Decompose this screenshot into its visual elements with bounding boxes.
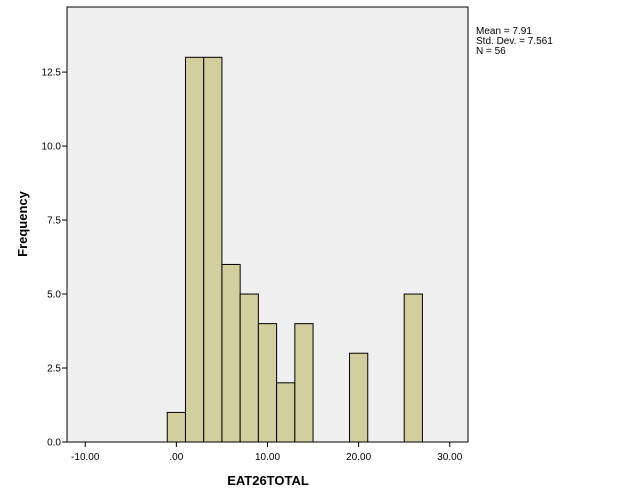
y-axis: 0.0 2.5 5.0 7.5 10.0 12.5 — [42, 68, 67, 449]
histogram-bar-8 — [349, 352, 369, 443]
histogram-bar-1 — [184, 56, 205, 443]
stat-std-dev: Std. Dev. = 7.561 — [476, 36, 553, 47]
summary-stats: Mean = 7.91 Std. Dev. = 7.561 N = 56 — [476, 27, 553, 57]
y-tick-label: 7.5 — [47, 216, 61, 227]
histogram-bar-6 — [276, 382, 296, 443]
x-tick-label: 10.00 — [255, 452, 280, 463]
y-tick-label: 2.5 — [47, 364, 61, 375]
y-tick-label: 10.0 — [42, 142, 62, 153]
x-tick-label: .00 — [169, 452, 183, 463]
histogram-bar-5 — [257, 323, 278, 443]
x-tick-label: -10.00 — [71, 452, 100, 463]
histogram-bar-3 — [221, 263, 241, 443]
bars-group — [166, 56, 423, 443]
x-axis-title: EAT26TOTAL — [227, 473, 309, 488]
stat-mean: Mean = 7.91 — [476, 26, 532, 37]
x-tick-label: 20.00 — [346, 452, 371, 463]
x-tick-label: 30.00 — [437, 452, 462, 463]
stat-n: N = 56 — [476, 46, 506, 57]
histogram-bar-0 — [166, 411, 186, 443]
histogram-bar-7 — [294, 323, 314, 443]
y-axis-title: Frequency — [15, 190, 30, 257]
histogram-bar-9 — [403, 293, 423, 443]
histogram-bar-4 — [239, 293, 259, 443]
y-tick-label: 5.0 — [47, 290, 61, 301]
histogram-bar-2 — [203, 56, 223, 443]
y-tick-label: 12.5 — [42, 68, 62, 79]
x-axis: -10.00 .00 10.00 20.00 30.00 — [71, 442, 463, 463]
y-tick-label: 0.0 — [47, 438, 61, 449]
